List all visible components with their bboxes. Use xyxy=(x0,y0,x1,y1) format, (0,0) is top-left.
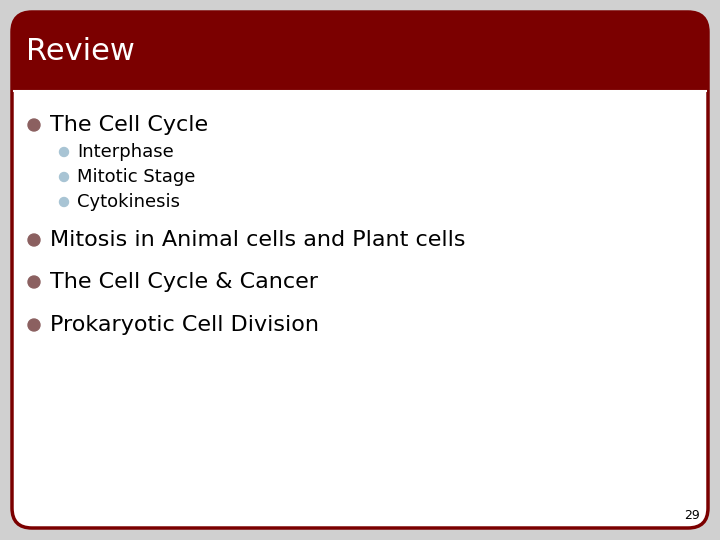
Text: Mitosis in Animal cells and Plant cells: Mitosis in Animal cells and Plant cells xyxy=(50,230,466,250)
Text: Mitotic Stage: Mitotic Stage xyxy=(77,168,195,186)
Circle shape xyxy=(60,198,68,206)
FancyBboxPatch shape xyxy=(12,12,708,528)
Circle shape xyxy=(28,319,40,331)
Circle shape xyxy=(60,172,68,181)
Circle shape xyxy=(60,147,68,157)
Text: Review: Review xyxy=(26,37,135,65)
Bar xyxy=(12,70,708,90)
Text: Interphase: Interphase xyxy=(77,143,174,161)
Text: The Cell Cycle & Cancer: The Cell Cycle & Cancer xyxy=(50,272,318,292)
Circle shape xyxy=(28,234,40,246)
FancyBboxPatch shape xyxy=(12,12,708,90)
Circle shape xyxy=(28,276,40,288)
Circle shape xyxy=(28,119,40,131)
Text: Prokaryotic Cell Division: Prokaryotic Cell Division xyxy=(50,315,319,335)
Text: The Cell Cycle: The Cell Cycle xyxy=(50,115,208,135)
Text: 29: 29 xyxy=(684,509,700,522)
Text: Cytokinesis: Cytokinesis xyxy=(77,193,180,211)
